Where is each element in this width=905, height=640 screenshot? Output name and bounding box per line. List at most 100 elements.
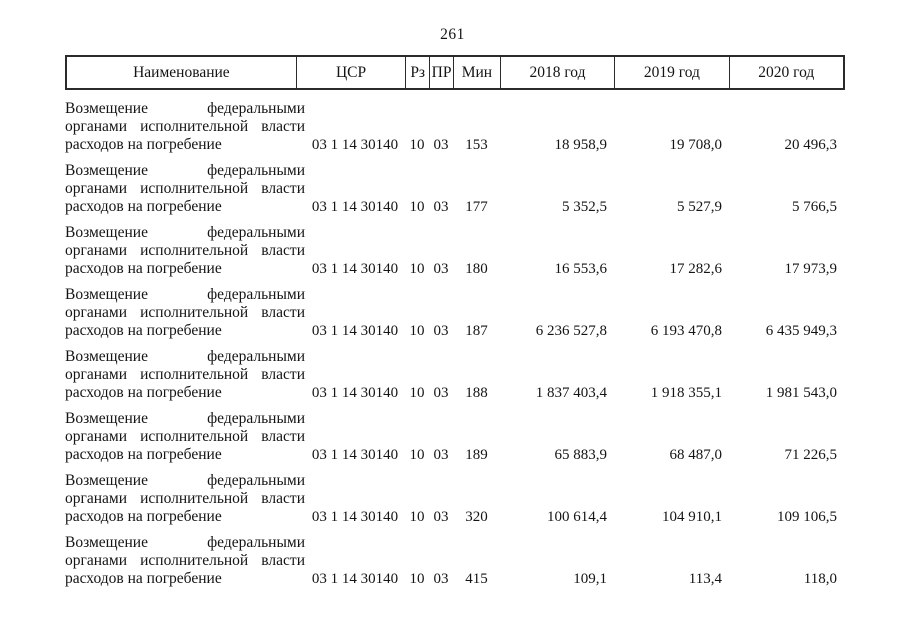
cell-pr: 03: [433, 509, 449, 525]
name-line: Возмещение федеральными: [65, 472, 305, 489]
cell-2018: 100 614,4: [547, 509, 607, 525]
cell-name: Возмещение федеральными органами исполни…: [65, 224, 305, 278]
cell-name: Возмещение федеральными органами исполни…: [65, 472, 305, 526]
table-body: Возмещение федеральными органами исполни…: [65, 90, 845, 588]
cell-2019: 1 918 355,1: [650, 385, 722, 401]
name-line: расходов на погребение: [65, 570, 222, 587]
cell-2020: 17 973,9: [784, 261, 838, 277]
cell-min: 187: [465, 323, 488, 339]
name-line: органами исполнительной власти: [65, 490, 305, 507]
table-header-row: Наименование ЦСР Рз ПР Мин 2018 год 2019…: [65, 55, 845, 90]
name-line: органами исполнительной власти: [65, 118, 305, 135]
budget-table: Наименование ЦСР Рз ПР Мин 2018 год 2019…: [65, 55, 845, 588]
cell-2018: 5 352,5: [562, 199, 607, 215]
cell-2020: 71 226,5: [784, 447, 838, 463]
cell-2018: 18 958,9: [554, 137, 608, 153]
cell-2018: 65 883,9: [554, 447, 608, 463]
name-line: Возмещение федеральными: [65, 286, 305, 303]
name-line: органами исполнительной власти: [65, 242, 305, 259]
name-line: расходов на погребение: [65, 446, 222, 463]
name-line: Возмещение федеральными: [65, 348, 305, 365]
cell-2019: 104 910,1: [662, 509, 722, 525]
cell-rz: 10: [409, 385, 425, 401]
table-row: Возмещение федеральными органами исполни…: [65, 100, 845, 154]
table-row: Возмещение федеральными органами исполни…: [65, 286, 845, 340]
name-line: расходов на погребение: [65, 198, 222, 215]
cell-2019: 6 193 470,8: [650, 323, 722, 339]
cell-2018: 109,1: [573, 571, 607, 587]
col-header-2019: 2019 год: [614, 57, 728, 88]
cell-csr: 03 1 14 30140: [311, 509, 399, 525]
table-row: Возмещение федеральными органами исполни…: [65, 162, 845, 216]
cell-csr: 03 1 14 30140: [311, 571, 399, 587]
cell-pr: 03: [433, 323, 449, 339]
cell-pr: 03: [433, 137, 449, 153]
cell-rz: 10: [409, 137, 425, 153]
name-line: органами исполнительной власти: [65, 428, 305, 445]
page-number: 261: [440, 26, 465, 43]
cell-rz: 10: [409, 323, 425, 339]
cell-pr: 03: [433, 571, 449, 587]
name-line: органами исполнительной власти: [65, 366, 305, 383]
cell-2018: 16 553,6: [554, 261, 608, 277]
cell-name: Возмещение федеральными органами исполни…: [65, 534, 305, 588]
cell-min: 320: [465, 509, 488, 525]
cell-name: Возмещение федеральными органами исполни…: [65, 348, 305, 402]
col-header-csr: ЦСР: [295, 57, 405, 88]
table-row: Возмещение федеральными органами исполни…: [65, 472, 845, 526]
name-line: органами исполнительной власти: [65, 552, 305, 569]
cell-pr: 03: [433, 385, 449, 401]
cell-csr: 03 1 14 30140: [311, 447, 399, 463]
cell-csr: 03 1 14 30140: [311, 385, 399, 401]
col-header-min: Мин: [453, 57, 500, 88]
name-line: Возмещение федеральными: [65, 162, 305, 179]
table-row: Возмещение федеральными органами исполни…: [65, 224, 845, 278]
col-header-2020: 2020 год: [728, 57, 843, 88]
name-line: органами исполнительной власти: [65, 304, 305, 321]
cell-rz: 10: [409, 571, 425, 587]
cell-2019: 113,4: [688, 571, 722, 587]
cell-name: Возмещение федеральными органами исполни…: [65, 162, 305, 216]
cell-min: 180: [465, 261, 488, 277]
cell-2020: 6 435 949,3: [765, 323, 837, 339]
name-line: расходов на погребение: [65, 136, 222, 153]
name-line: Возмещение федеральными: [65, 100, 305, 117]
cell-2019: 68 487,0: [669, 447, 723, 463]
cell-2019: 17 282,6: [669, 261, 723, 277]
cell-min: 415: [465, 571, 488, 587]
cell-2018: 6 236 527,8: [535, 323, 607, 339]
col-header-2018: 2018 год: [499, 57, 614, 88]
cell-2020: 118,0: [803, 571, 837, 587]
name-line: Возмещение федеральными: [65, 224, 305, 241]
cell-rz: 10: [409, 447, 425, 463]
cell-rz: 10: [409, 199, 425, 215]
cell-name: Возмещение федеральными органами исполни…: [65, 100, 305, 154]
name-line: расходов на погребение: [65, 384, 222, 401]
cell-pr: 03: [433, 199, 449, 215]
cell-name: Возмещение федеральными органами исполни…: [65, 286, 305, 340]
cell-min: 177: [465, 199, 488, 215]
cell-2019: 19 708,0: [669, 137, 723, 153]
cell-pr: 03: [433, 447, 449, 463]
col-header-naimenovanie: Наименование: [133, 63, 230, 81]
name-line: расходов на погребение: [65, 322, 222, 339]
cell-rz: 10: [409, 261, 425, 277]
cell-2019: 5 527,9: [677, 199, 722, 215]
cell-csr: 03 1 14 30140: [311, 199, 399, 215]
cell-rz: 10: [409, 509, 425, 525]
cell-min: 189: [465, 447, 488, 463]
col-header-rz: Рз: [405, 57, 429, 88]
cell-min: 153: [465, 137, 488, 153]
cell-2018: 1 837 403,4: [535, 385, 607, 401]
cell-min: 188: [465, 385, 488, 401]
cell-2020: 20 496,3: [784, 137, 838, 153]
table-row: Возмещение федеральными органами исполни…: [65, 348, 845, 402]
cell-csr: 03 1 14 30140: [311, 261, 399, 277]
name-line: расходов на погребение: [65, 508, 222, 525]
table-row: Возмещение федеральными органами исполни…: [65, 534, 845, 588]
col-header-pr: ПР: [429, 57, 453, 88]
cell-2020: 5 766,5: [792, 199, 837, 215]
cell-name: Возмещение федеральными органами исполни…: [65, 410, 305, 464]
table-row: Возмещение федеральными органами исполни…: [65, 410, 845, 464]
